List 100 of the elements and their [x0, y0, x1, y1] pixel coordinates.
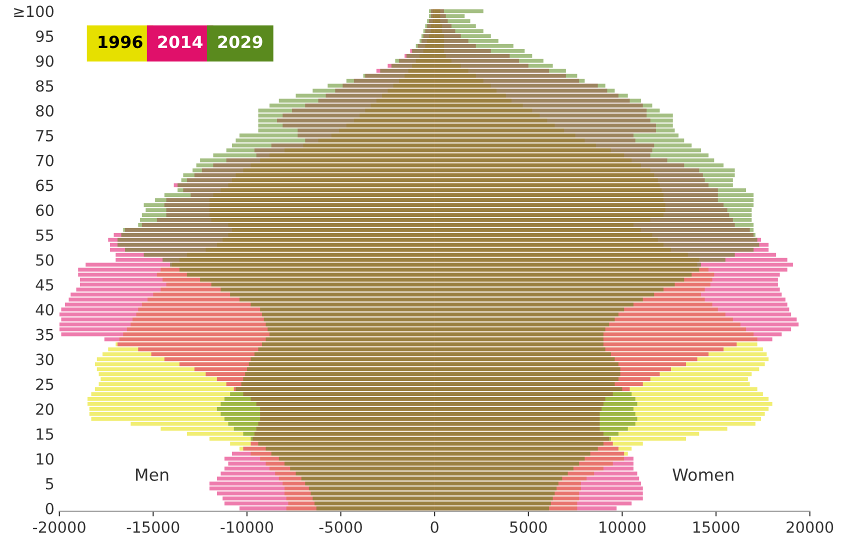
bar — [434, 476, 562, 480]
bar — [434, 352, 611, 356]
bar — [278, 98, 435, 103]
y-tick-label: 55 — [36, 230, 54, 241]
bar — [434, 482, 558, 486]
bar — [239, 298, 435, 302]
bar — [434, 288, 664, 292]
y-tick-label: 90 — [36, 55, 54, 67]
bar — [262, 342, 435, 346]
bar — [434, 456, 585, 461]
y-tick-label: 75 — [36, 130, 54, 142]
bar — [434, 357, 615, 362]
bar — [434, 422, 636, 426]
bar — [258, 108, 435, 113]
bar — [312, 496, 435, 500]
bar — [434, 506, 550, 510]
bar — [230, 292, 435, 297]
bar — [314, 501, 435, 506]
bar — [434, 501, 551, 506]
y-tick-label: 0 — [46, 502, 54, 514]
bar — [434, 312, 618, 316]
bar — [239, 134, 435, 138]
x-tick-label: -20000 — [33, 521, 86, 533]
bar — [434, 44, 514, 48]
bar — [434, 362, 618, 366]
bar — [248, 362, 435, 366]
bar — [434, 472, 568, 476]
bar — [434, 337, 604, 342]
x-tick-label: -10000 — [220, 521, 274, 533]
y-tick-label: 95 — [36, 30, 54, 42]
x-tick-label: 15000 — [693, 521, 740, 533]
bar — [220, 412, 435, 416]
bar — [260, 308, 435, 312]
bar — [246, 367, 435, 372]
bar — [434, 332, 604, 336]
bar — [434, 134, 679, 138]
text: 2014 — [158, 36, 203, 48]
bar — [434, 317, 615, 322]
text: 2029 — [218, 36, 262, 48]
x-tick-label: 0 — [430, 521, 438, 533]
y-tick-label: 45 — [36, 279, 54, 291]
bar — [434, 416, 638, 421]
y-tick-label: 80 — [36, 105, 54, 117]
y-tick-label: 25 — [36, 378, 54, 390]
bar — [264, 317, 435, 322]
y-tick-label: 10 — [36, 453, 54, 465]
bar — [434, 466, 574, 471]
annotation: Women — [672, 468, 734, 481]
bar — [232, 143, 435, 148]
bar — [434, 372, 620, 376]
bar — [434, 322, 610, 326]
bar — [220, 288, 435, 292]
bar — [434, 29, 484, 33]
bar — [216, 406, 435, 411]
bar — [434, 138, 684, 142]
bar — [269, 332, 435, 336]
bar — [434, 19, 470, 24]
bar — [434, 24, 476, 28]
bar — [220, 402, 435, 406]
y-tick-label: 5 — [46, 478, 54, 490]
bar — [434, 158, 714, 162]
bar — [434, 64, 553, 68]
bar — [434, 9, 484, 14]
x-tick-label: 20000 — [786, 521, 834, 533]
bar — [434, 486, 557, 490]
bar — [258, 347, 435, 352]
annotation: Men — [136, 468, 168, 481]
y-tick-label: ≥100 — [14, 6, 54, 18]
bar — [308, 486, 435, 490]
bar — [434, 292, 654, 297]
bar — [434, 367, 620, 372]
bar — [434, 496, 553, 500]
bar — [434, 412, 636, 416]
y-tick-label: 40 — [36, 304, 54, 316]
bar — [434, 347, 606, 352]
y-tick-label: 20 — [36, 403, 54, 415]
x-tick-label: -15000 — [126, 521, 180, 533]
x-tick-label: 5000 — [510, 521, 547, 533]
bar — [254, 352, 435, 356]
bar — [268, 327, 435, 332]
bar — [434, 148, 702, 152]
bar — [262, 312, 435, 316]
bar — [434, 298, 643, 302]
bar — [310, 492, 435, 496]
y-tick-label: 65 — [36, 180, 54, 192]
bar — [434, 406, 634, 411]
bar — [434, 54, 532, 58]
bar — [434, 14, 465, 18]
y-tick-label: 15 — [36, 428, 54, 440]
bar — [269, 104, 435, 108]
bar — [211, 282, 435, 287]
bar — [434, 342, 604, 346]
bar — [266, 337, 435, 342]
y-tick-label: 70 — [36, 154, 54, 166]
y-tick-label: 60 — [36, 204, 54, 216]
bar — [434, 462, 580, 466]
bar — [250, 357, 435, 362]
bar — [434, 153, 709, 158]
bar — [312, 88, 435, 93]
bar — [213, 153, 435, 158]
